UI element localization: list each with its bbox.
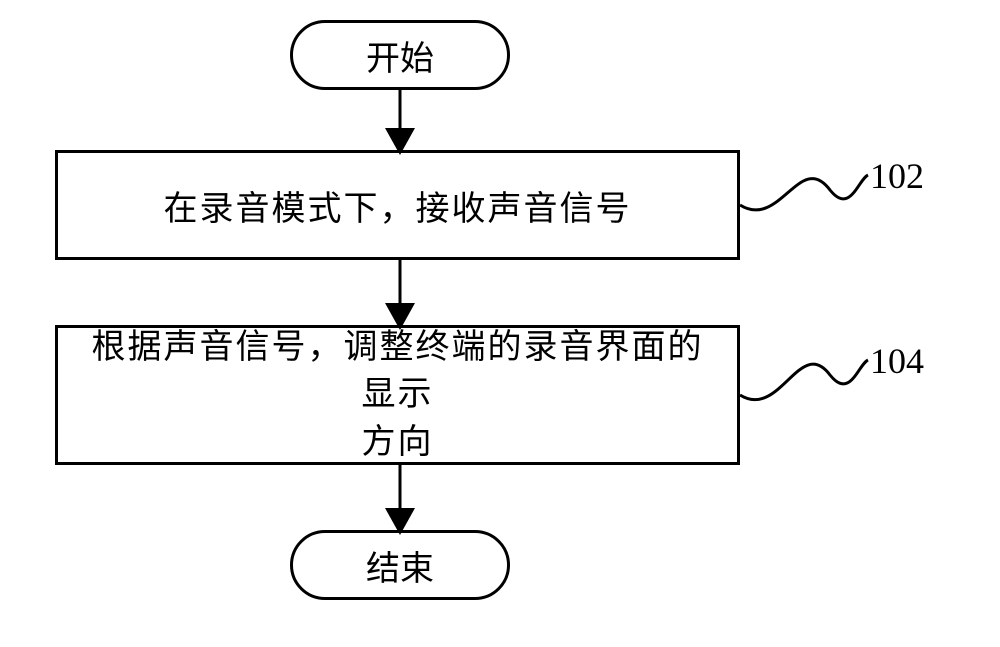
step1-node: 在录音模式下，接收声音信号 <box>55 150 740 260</box>
callout-curve-102 <box>740 175 868 210</box>
end-node: 结束 <box>290 530 510 600</box>
step2-node: 根据声音信号，调整终端的录音界面的显示 方向 <box>55 325 740 465</box>
step2-text: 根据声音信号，调整终端的录音界面的显示 方向 <box>78 324 717 467</box>
start-label: 开始 <box>366 31 434 80</box>
start-node: 开始 <box>290 20 510 90</box>
step1-text: 在录音模式下，接收声音信号 <box>164 181 632 230</box>
step2-line2: 方向 <box>362 424 434 461</box>
step2-line1: 根据声音信号，调整终端的录音界面的显示 <box>92 329 704 414</box>
callout-label-104: 104 <box>870 340 924 382</box>
end-label: 结束 <box>366 541 434 590</box>
flowchart-canvas: 开始 在录音模式下，接收声音信号 根据声音信号，调整终端的录音界面的显示 方向 … <box>0 0 1000 647</box>
callout-label-102: 102 <box>870 155 924 197</box>
callout-curve-104 <box>740 360 868 400</box>
